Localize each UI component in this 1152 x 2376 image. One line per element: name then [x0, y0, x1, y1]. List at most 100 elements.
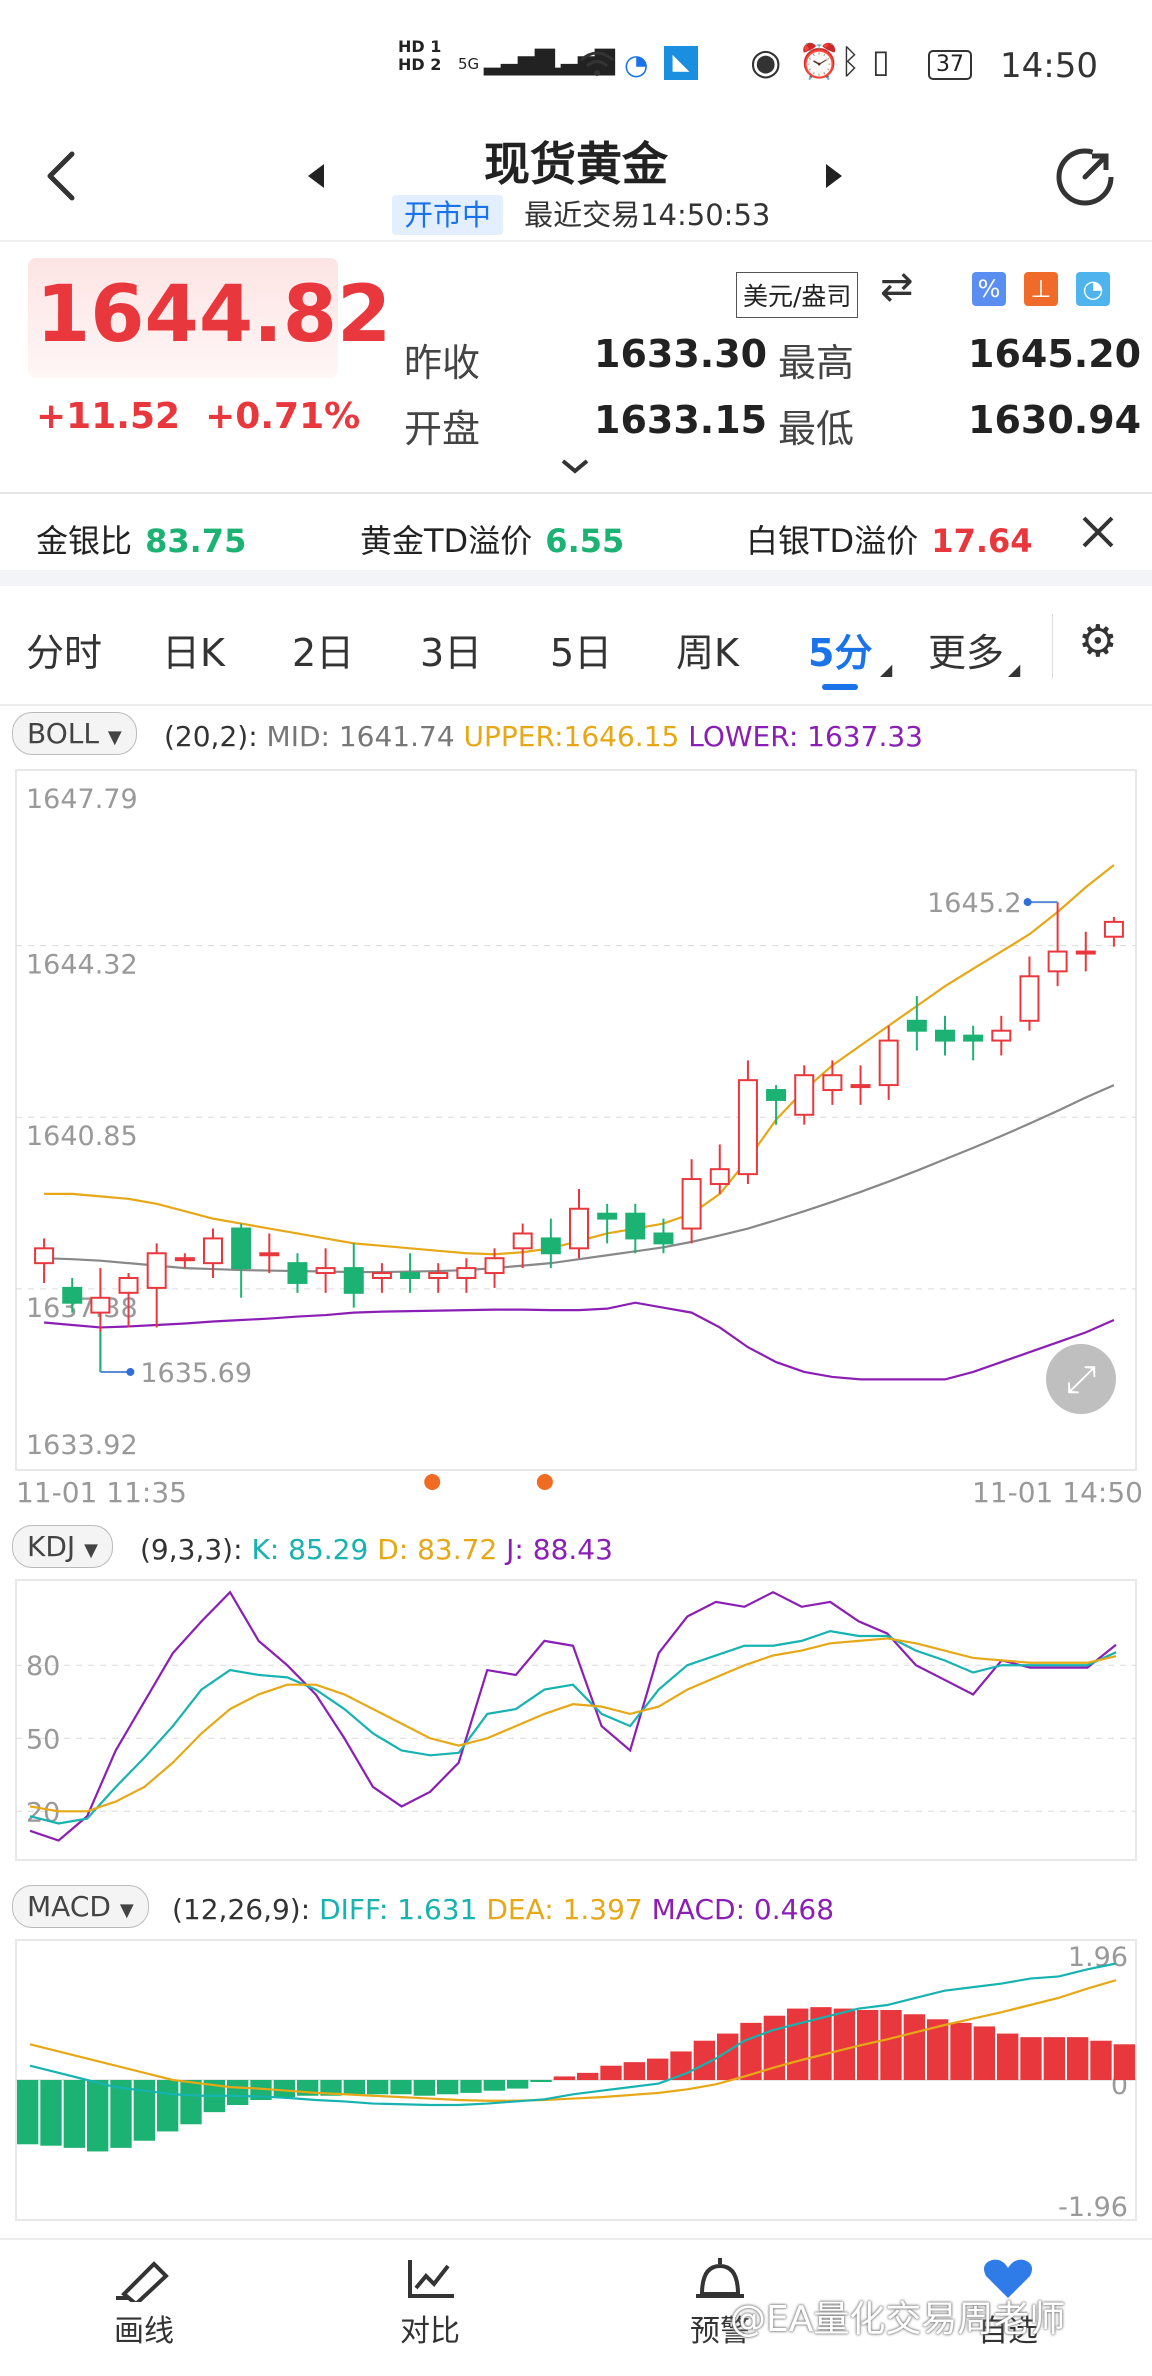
prev-close-value: 1633.30	[594, 332, 768, 376]
boll-selector[interactable]: BOLL ▼	[12, 712, 137, 755]
nav-draw-line[interactable]: 画线	[94, 2254, 194, 2350]
alarm-icon: ⏰	[798, 42, 841, 82]
nav-watchlist[interactable]: 自选	[958, 2254, 1058, 2350]
unit-label[interactable]: 美元/盎司	[736, 272, 859, 318]
macd-bar	[507, 2080, 529, 2089]
candle-body	[203, 1237, 223, 1265]
y-axis-label: -1.96	[1058, 2192, 1128, 2223]
candle-body	[569, 1207, 589, 1250]
macd-dea-line	[29, 1979, 1117, 2102]
candle-body	[540, 1237, 561, 1255]
macd-bar	[880, 2010, 902, 2080]
nav-compare[interactable]: 对比	[380, 2254, 480, 2350]
candle-body	[681, 1178, 702, 1230]
candle-body	[935, 1029, 955, 1042]
macd-bar	[437, 2080, 459, 2095]
macd-bar	[927, 2019, 949, 2080]
candle-body	[315, 1267, 336, 1275]
open-label: 开盘	[404, 407, 481, 451]
candle-body	[1075, 950, 1096, 955]
app-notify-icon: ◣	[664, 46, 698, 80]
pen-icon	[116, 2261, 169, 2307]
switch-unit-icon[interactable]: ⇄	[880, 264, 914, 310]
chart-tool-icon[interactable]: ⊥	[1024, 272, 1058, 306]
kdj-k-line	[29, 1629, 1117, 1825]
bluetooth-icon: ᛒ	[840, 42, 861, 82]
kdj-selector[interactable]: KDJ ▼	[12, 1525, 113, 1568]
tab-2day[interactable]: 2日	[292, 631, 355, 675]
divider	[0, 240, 1152, 242]
tab-fenshi[interactable]: 分时	[26, 631, 103, 675]
status-badge: 开市中	[392, 195, 504, 235]
gold-td-premium: 黄金TD溢价 6.55	[360, 522, 625, 560]
y-axis-label: 1647.79	[26, 784, 138, 815]
expand-quote-icon[interactable]	[560, 458, 590, 474]
back-icon[interactable]	[44, 150, 80, 202]
clock: 14:50	[1000, 46, 1098, 86]
tab-3day[interactable]: 3日	[420, 631, 483, 675]
macd-bar	[787, 2008, 809, 2080]
pie-icon[interactable]: ◔	[1076, 272, 1110, 306]
macd-bar	[63, 2080, 85, 2148]
candle-body	[878, 1039, 899, 1087]
event-dot	[424, 1474, 441, 1490]
boll-mid-line	[44, 1084, 1115, 1274]
boll-pill[interactable]: BOLL ▼	[12, 712, 137, 755]
calculator-icon[interactable]: %	[972, 272, 1006, 306]
next-instrument-icon[interactable]	[822, 162, 844, 190]
boll-upper: UPPER:1646.15	[463, 720, 680, 753]
close-icon[interactable]	[1080, 514, 1116, 550]
silver-td-premium: 白银TD溢价 17.64	[746, 522, 1033, 560]
macd-selector[interactable]: MACD ▼	[12, 1885, 149, 1928]
macd-bar	[1043, 2037, 1065, 2080]
macd-bar	[1067, 2037, 1089, 2080]
refresh-icon[interactable]	[1054, 146, 1116, 208]
status-bar: HD 1 HD 2 5G ▂▃▅▇ 4G ▂▃▅▇ ◔ ◣ ◉ ⏰ ᛒ ▯ 37 …	[0, 0, 1152, 130]
event-dot	[536, 1474, 553, 1490]
candle-body	[794, 1074, 815, 1116]
page-title: 现货黄金	[484, 137, 668, 191]
macd-bar	[857, 2010, 879, 2080]
tab-day-k[interactable]: 日K	[162, 631, 225, 675]
macd-bar	[810, 2007, 832, 2080]
candle-body	[963, 1034, 984, 1042]
low-label: 最低	[778, 407, 855, 451]
prev-close-label: 昨收	[404, 341, 481, 385]
macd-bar	[273, 2080, 295, 2098]
tab-more[interactable]: 更多	[928, 631, 1005, 675]
open-value: 1633.15	[594, 398, 768, 442]
macd-bar	[157, 2080, 179, 2132]
macd-pill[interactable]: MACD ▼	[12, 1885, 149, 1928]
prev-instrument-icon[interactable]	[306, 162, 328, 190]
tab-5min[interactable]: 5分	[808, 631, 873, 675]
macd-bar	[390, 2080, 412, 2095]
kdj-j: J: 88.43	[506, 1533, 613, 1566]
candlestick-chart[interactable]: 1647.791644.321640.851637.381633.921645.…	[0, 760, 1152, 1520]
nav-alert[interactable]: 预警	[670, 2254, 770, 2350]
signal-5g: 5G ▂▃▅▇	[458, 46, 555, 76]
macd-bar	[17, 2080, 39, 2145]
tab-5day[interactable]: 5日	[550, 631, 613, 675]
macd-bar	[577, 2072, 599, 2080]
macd-bar	[833, 2008, 855, 2080]
tab-5min-dropdown-icon: ◢	[880, 660, 893, 679]
macd-chart[interactable]: 1.960-1.96	[0, 1936, 1152, 2226]
kdj-d-line	[29, 1637, 1117, 1813]
macd-bar	[250, 2080, 272, 2100]
macd-diff-line	[29, 1962, 1117, 2107]
candle-body	[1103, 920, 1124, 938]
settings-icon[interactable]: ⚙	[1078, 616, 1118, 667]
candle-body	[850, 1084, 871, 1089]
candle-body	[343, 1267, 364, 1294]
macd-bar	[180, 2080, 202, 2125]
candle-body	[822, 1074, 843, 1092]
change-value: +11.52	[36, 396, 181, 437]
candle-body	[174, 1257, 195, 1262]
tab-week-k[interactable]: 周K	[676, 631, 739, 675]
macd-bar	[693, 2040, 715, 2080]
fullscreen-icon[interactable]: ⤢	[1046, 1344, 1116, 1414]
macd-bar	[1020, 2037, 1042, 2080]
kdj-pill[interactable]: KDJ ▼	[12, 1525, 113, 1568]
high-marker-dot	[1023, 898, 1032, 907]
